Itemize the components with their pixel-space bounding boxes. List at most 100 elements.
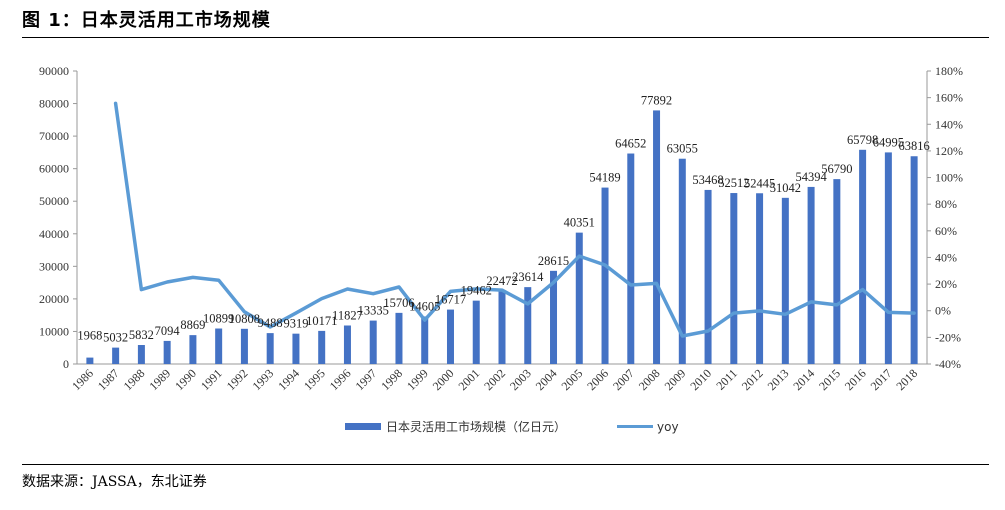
left-tick-label: 40000 xyxy=(39,227,69,241)
left-tick-label: 0 xyxy=(63,357,69,371)
yoy-point-1988 xyxy=(140,288,143,291)
bar-2004 xyxy=(550,270,558,364)
x-tick-2008: 2008 xyxy=(636,366,663,393)
yoy-point-1991 xyxy=(217,279,220,282)
x-tick-1987: 1987 xyxy=(95,366,122,393)
yoy-point-2000 xyxy=(449,290,452,293)
x-tick-1988: 1988 xyxy=(121,366,148,393)
bar-2007 xyxy=(627,153,635,364)
data-label-1987: 5032 xyxy=(103,331,128,345)
yoy-point-2009 xyxy=(681,334,684,338)
yoy-point-1999 xyxy=(423,318,426,322)
yoy-point-2011 xyxy=(732,311,736,315)
data-label-2000: 16717 xyxy=(435,293,466,307)
yoy-point-1997 xyxy=(372,292,375,295)
bar-2008 xyxy=(653,110,661,364)
data-label-1995: 10171 xyxy=(306,314,337,328)
bar-2018 xyxy=(910,156,918,364)
yoy-point-2002 xyxy=(500,288,504,292)
bar-series xyxy=(86,110,918,364)
data-label-1988: 5832 xyxy=(129,328,154,342)
left-tick-label: 70000 xyxy=(39,129,69,143)
data-label-2001: 19462 xyxy=(461,284,492,298)
bar-1998 xyxy=(395,312,403,364)
figure-title: 图 1：日本灵活用工市场规模 xyxy=(22,10,271,31)
bar-1999 xyxy=(421,316,429,364)
right-tick-label: 160% xyxy=(935,91,963,105)
bar-1996 xyxy=(343,325,351,364)
left-tick-label: 90000 xyxy=(39,64,69,78)
bar-2006 xyxy=(601,187,609,364)
yoy-point-2004 xyxy=(552,281,555,284)
data-label-2017: 64995 xyxy=(873,135,904,149)
left-tick-label: 50000 xyxy=(39,194,69,208)
data-label-2013: 51042 xyxy=(770,181,801,195)
x-tick-2013: 2013 xyxy=(765,366,792,393)
right-tick-label: 40% xyxy=(935,250,957,264)
bar-1987 xyxy=(112,347,120,364)
bar-2012 xyxy=(756,193,764,364)
x-tick-1995: 1995 xyxy=(301,366,328,393)
x-tick-2016: 2016 xyxy=(842,366,869,393)
x-tick-1992: 1992 xyxy=(224,366,251,393)
x-tick-1996: 1996 xyxy=(327,366,354,393)
yoy-point-2015 xyxy=(835,303,839,307)
x-axis-ticks: 1986198719881989199019911992199319941995… xyxy=(69,366,920,393)
x-tick-2001: 2001 xyxy=(455,366,482,393)
x-tick-2004: 2004 xyxy=(533,366,560,393)
bar-1992 xyxy=(240,328,248,364)
x-tick-2000: 2000 xyxy=(430,366,457,393)
bar-2015 xyxy=(833,179,841,364)
bar-2000 xyxy=(446,309,454,364)
x-tick-1997: 1997 xyxy=(352,366,379,393)
bar-2014 xyxy=(807,186,815,364)
x-tick-2011: 2011 xyxy=(713,366,740,393)
data-label-2003: 23614 xyxy=(512,270,544,284)
yoy-point-2008 xyxy=(655,282,658,285)
data-label-2002: 22472 xyxy=(486,274,517,288)
bar-1989 xyxy=(163,340,171,364)
x-tick-2006: 2006 xyxy=(584,366,611,393)
bar-2005 xyxy=(575,232,583,364)
right-tick-label: 120% xyxy=(935,144,963,158)
x-tick-2005: 2005 xyxy=(559,366,586,393)
bar-2011 xyxy=(730,193,738,364)
x-tick-2018: 2018 xyxy=(893,366,920,393)
data-label-2012: 52445 xyxy=(744,176,775,190)
bar-2016 xyxy=(859,149,867,364)
data-label-1993: 9488 xyxy=(258,316,283,330)
left-tick-label: 30000 xyxy=(39,259,69,273)
bar-1997 xyxy=(369,320,377,364)
data-label-2011: 52512 xyxy=(718,176,749,190)
data-label-2015: 56790 xyxy=(821,162,852,176)
right-tick-label: 60% xyxy=(935,224,957,238)
x-tick-1993: 1993 xyxy=(249,366,276,393)
data-label-1999: 14605 xyxy=(409,299,440,313)
yoy-point-2017 xyxy=(887,311,890,314)
yoy-point-2007 xyxy=(629,283,632,287)
yoy-series xyxy=(113,101,916,338)
yoy-point-2016 xyxy=(861,288,864,291)
right-tick-label: 100% xyxy=(935,171,963,185)
right-tick-label: 80% xyxy=(935,197,957,211)
data-label-1986: 1968 xyxy=(77,329,102,343)
bar-1991 xyxy=(215,328,223,364)
data-label-1991: 10899 xyxy=(203,312,234,326)
bar-1986 xyxy=(86,357,94,364)
x-tick-1998: 1998 xyxy=(378,366,405,393)
legend-bar-label: 日本灵活用工市场规模（亿日元） xyxy=(386,419,566,434)
bar-2017 xyxy=(884,152,892,364)
x-tick-1989: 1989 xyxy=(146,366,173,393)
legend-bar-swatch xyxy=(345,423,381,430)
bar-2001 xyxy=(472,300,480,364)
data-label-2009: 63055 xyxy=(667,142,698,156)
x-tick-1991: 1991 xyxy=(198,366,225,393)
x-tick-1994: 1994 xyxy=(275,366,302,393)
yoy-point-2003 xyxy=(526,302,529,306)
x-tick-2015: 2015 xyxy=(816,366,843,393)
right-tick-label: -20% xyxy=(935,330,961,344)
bar-1988 xyxy=(137,345,145,364)
bar-2002 xyxy=(498,290,506,364)
left-tick-label: 20000 xyxy=(39,292,69,306)
